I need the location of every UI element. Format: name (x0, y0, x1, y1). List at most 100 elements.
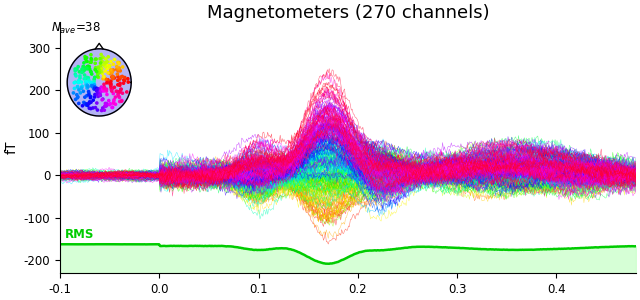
Point (102, 66, 113, 71)
Point (115, 83, 125, 88)
Point (99, 62, 109, 67)
Point (93, 94, 103, 99)
Point (109, 99, 119, 104)
Point (105, 81, 115, 85)
Point (90, 92, 100, 97)
Point (101, 87, 111, 92)
Point (93, 87, 103, 92)
Point (93, 65, 104, 70)
Point (110, 95, 120, 100)
Point (108, 76, 118, 81)
Point (106, 59, 116, 64)
Point (98, 55, 108, 60)
Point (74, 80, 84, 85)
Point (113, 82, 123, 87)
Point (77, 84, 88, 88)
Point (102, 79, 113, 84)
Point (113, 78, 123, 83)
Point (88, 106, 98, 110)
Point (82, 64, 92, 69)
Point (112, 72, 122, 76)
Point (74, 88, 84, 92)
Point (76, 85, 86, 90)
Point (74, 79, 84, 84)
Title: Magnetometers (270 channels): Magnetometers (270 channels) (207, 4, 489, 22)
Point (115, 95, 125, 100)
Point (101, 103, 111, 108)
Point (99, 82, 109, 87)
Point (108, 86, 118, 91)
Point (74, 101, 84, 106)
Point (109, 76, 120, 80)
Point (100, 56, 111, 61)
Point (116, 87, 126, 92)
Point (93, 75, 104, 80)
Point (108, 74, 118, 79)
Point (79, 76, 90, 81)
Point (97, 85, 107, 89)
Point (101, 104, 111, 109)
Point (86, 69, 96, 74)
Point (99, 75, 109, 80)
Point (72, 84, 83, 89)
Point (100, 69, 110, 74)
Point (87, 80, 97, 85)
Y-axis label: fT: fT (4, 141, 18, 154)
Point (95, 61, 106, 65)
Point (84, 64, 94, 69)
Point (72, 85, 83, 89)
Point (101, 89, 111, 94)
Point (83, 84, 93, 89)
Point (96, 56, 106, 61)
Point (104, 64, 115, 69)
Point (84, 92, 94, 97)
Point (110, 102, 120, 107)
Point (73, 94, 83, 99)
Point (95, 63, 106, 68)
Point (120, 75, 130, 80)
Point (98, 106, 108, 110)
Point (99, 74, 109, 79)
Point (116, 75, 126, 80)
Point (108, 62, 118, 67)
Point (100, 101, 111, 106)
Point (100, 61, 111, 65)
Point (83, 89, 93, 94)
Point (113, 60, 123, 65)
Point (118, 81, 129, 85)
Point (86, 72, 97, 76)
Point (77, 103, 88, 108)
Point (112, 89, 122, 94)
Point (91, 57, 101, 62)
Point (77, 84, 87, 89)
Point (77, 68, 87, 72)
Point (80, 56, 90, 61)
Point (70, 72, 81, 77)
Point (87, 84, 97, 89)
Point (72, 92, 82, 97)
Point (115, 76, 125, 81)
Point (97, 87, 108, 92)
Point (106, 81, 116, 85)
Point (80, 101, 90, 106)
Point (81, 66, 92, 70)
Point (90, 61, 100, 66)
Point (86, 52, 96, 57)
Point (109, 98, 119, 102)
Point (117, 91, 127, 96)
Point (68, 91, 79, 95)
Point (97, 98, 108, 102)
Point (81, 82, 91, 87)
Point (86, 56, 96, 61)
Point (85, 60, 95, 65)
Point (70, 68, 81, 73)
Point (86, 80, 96, 85)
Point (104, 98, 114, 103)
Point (106, 82, 116, 87)
Point (105, 71, 115, 76)
Point (86, 58, 97, 62)
Point (90, 105, 100, 110)
Point (108, 68, 118, 73)
Point (107, 89, 117, 94)
Point (89, 79, 99, 84)
